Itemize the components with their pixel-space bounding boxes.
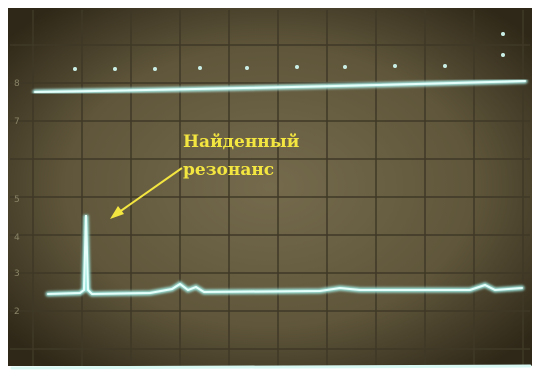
scale-label: 4	[14, 233, 20, 243]
scale-label: 2	[14, 307, 20, 317]
annotation-line: Найденный	[183, 132, 300, 152]
page: 8 7 5 4 3 2 Найденный резонанс (() => { …	[0, 0, 540, 373]
scale-label: 3	[14, 269, 20, 279]
scale-label: 8	[14, 79, 20, 89]
scale-label: 5	[14, 195, 20, 205]
screen	[8, 8, 532, 366]
oscilloscope-photo: 8 7 5 4 3 2 Найденный резонанс	[0, 0, 540, 373]
annotation-line: резонанс	[183, 160, 274, 180]
scale-label: 7	[14, 117, 20, 127]
